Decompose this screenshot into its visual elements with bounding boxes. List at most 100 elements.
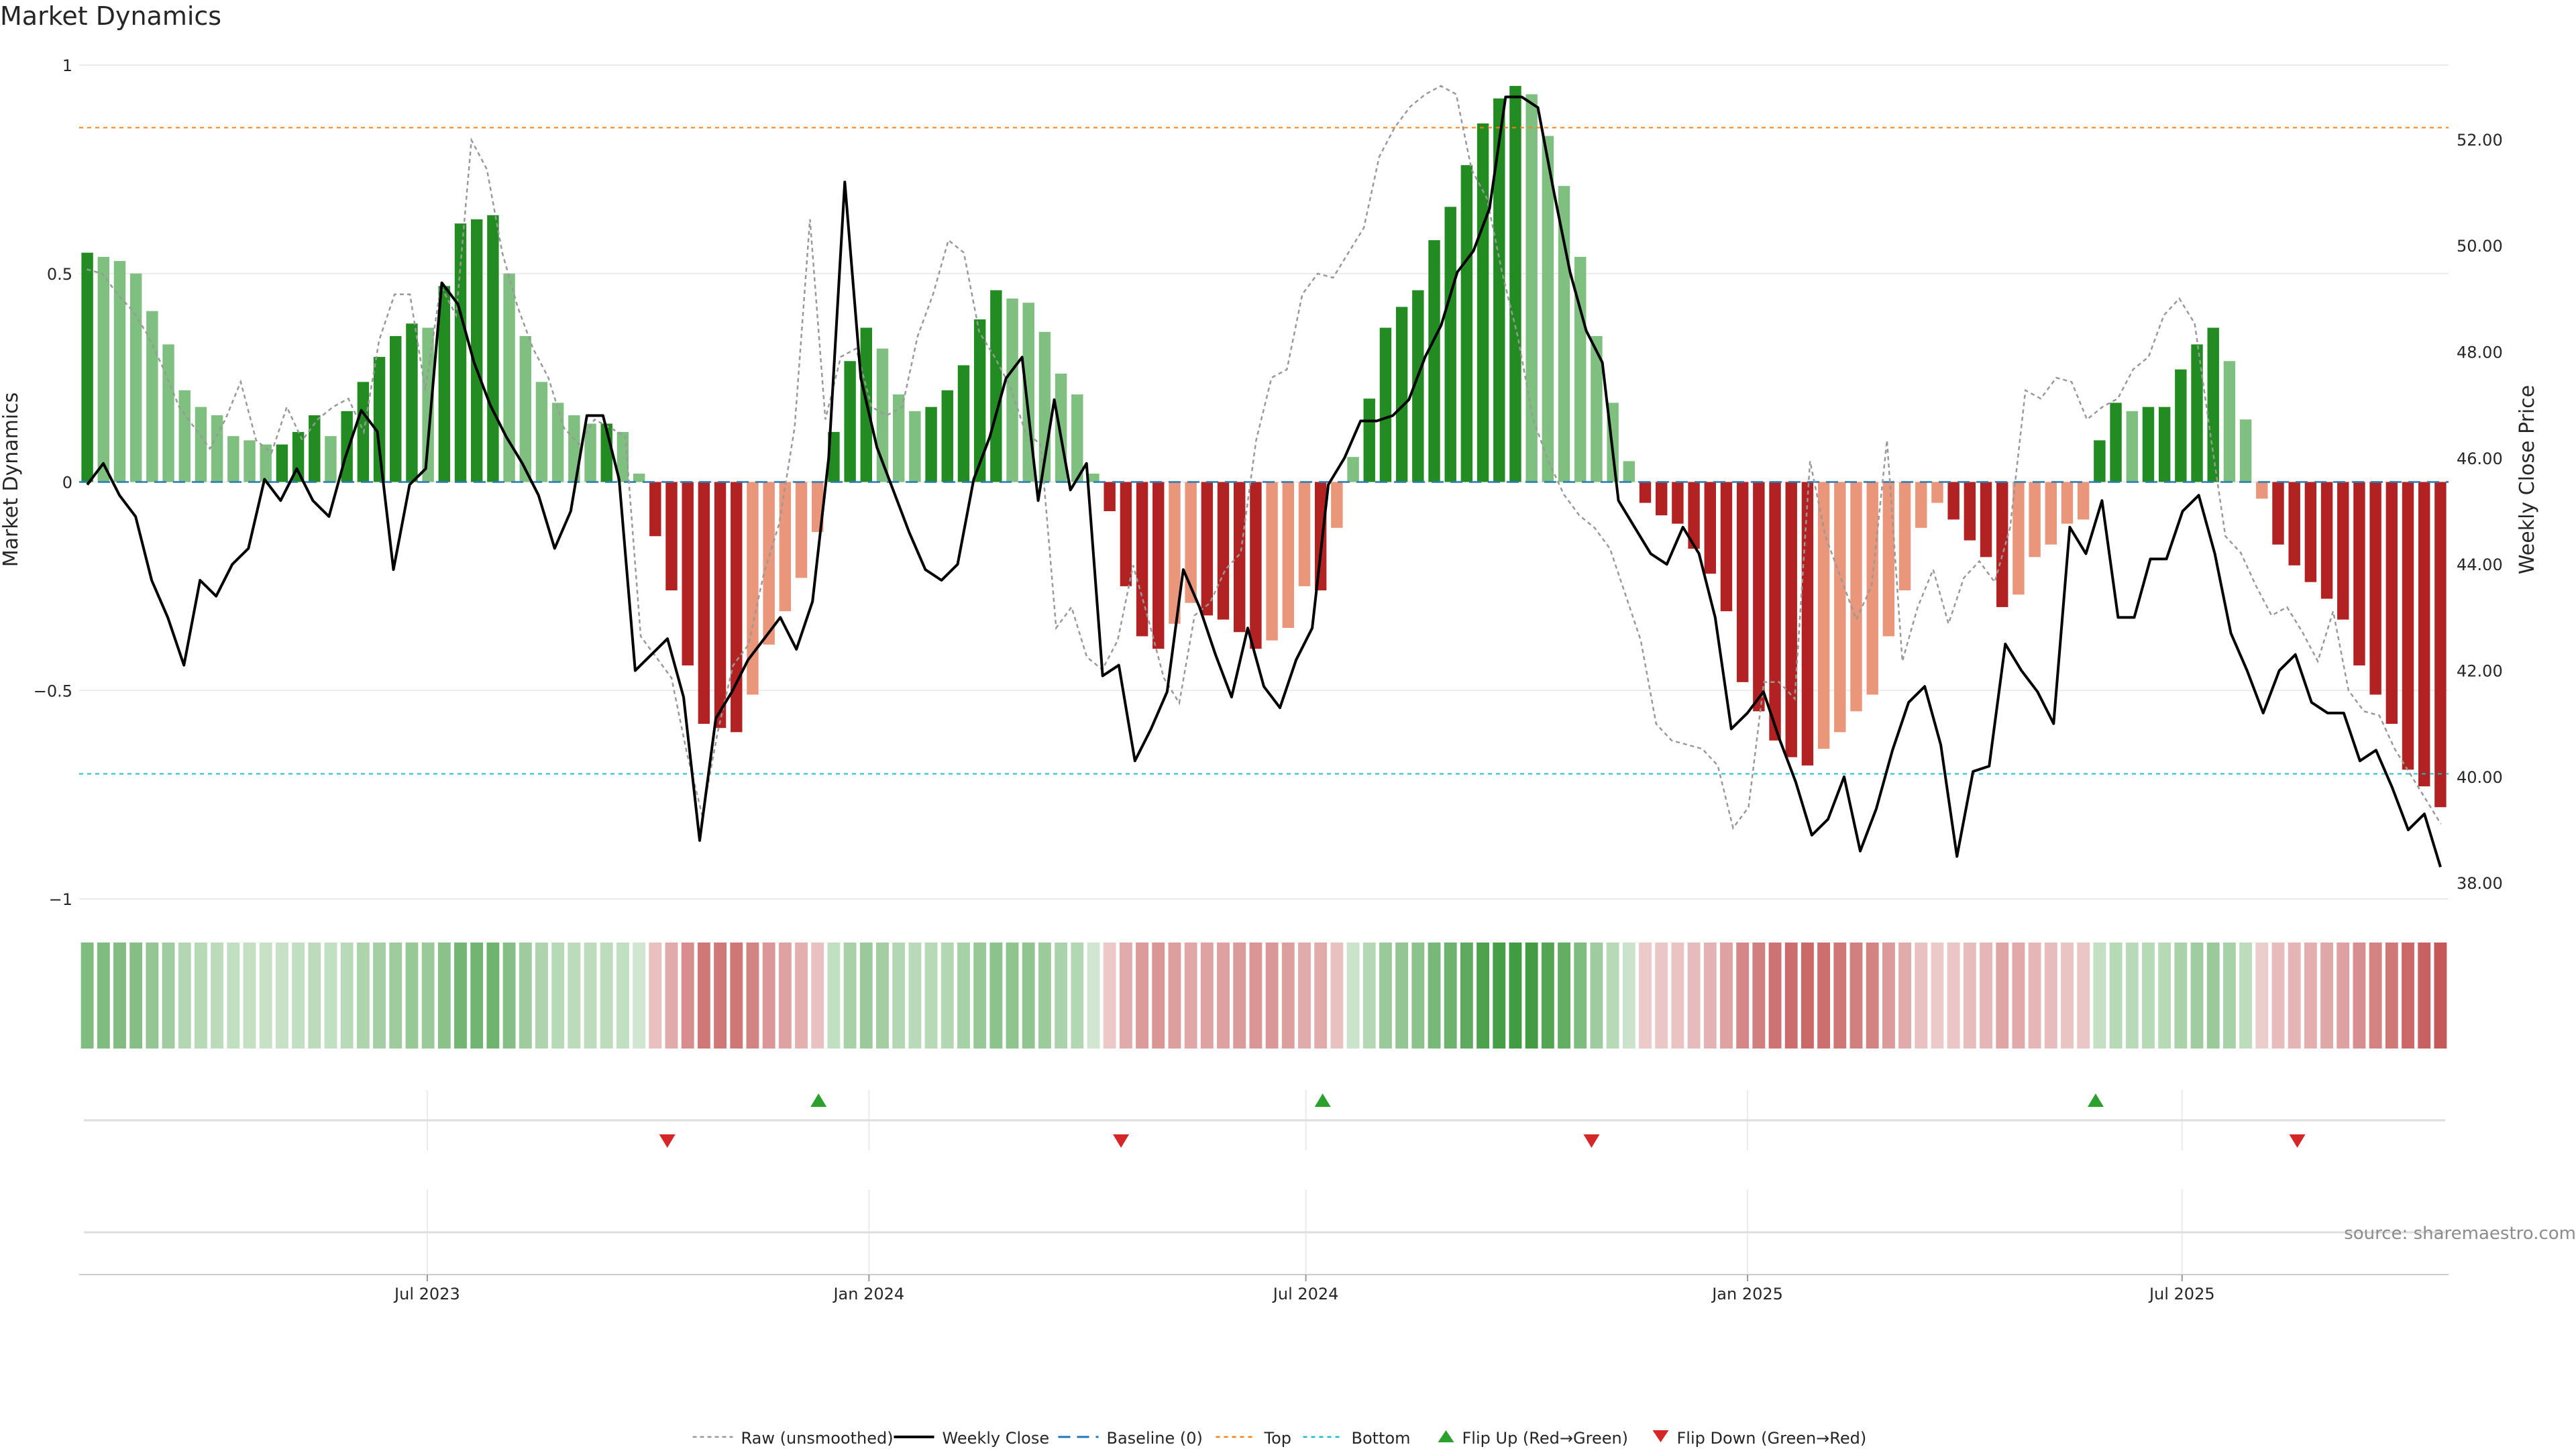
regime-cell [243,943,256,1049]
histogram-bar [1542,136,1554,482]
regime-cell [551,943,565,1049]
histogram-bar [1558,186,1570,482]
regime-cell [1947,943,1960,1049]
histogram-bar [146,311,158,482]
histogram-bar [1915,482,1927,528]
histogram-bar [1104,482,1116,512]
right-tick-label: 44.00 [2457,555,2503,574]
histogram-bar [2402,482,2414,770]
left-tick-label: 1 [62,56,72,75]
histogram-bar [731,482,743,733]
histogram-bar [925,407,937,482]
regime-cell [1233,943,1246,1049]
right-tick-label: 52.00 [2457,131,2503,150]
histogram-bar [178,390,191,482]
histogram-bar [973,319,986,482]
histogram-bar [633,474,645,482]
histogram-bar [227,436,239,482]
histogram-bar [1753,482,1765,712]
histogram-bar [438,286,451,482]
histogram-bar [1136,482,1148,637]
histogram-bar [1850,482,1862,712]
histogram-bar [2239,419,2252,482]
regime-cell [486,943,500,1049]
histogram-bar [1817,482,1830,749]
regime-cell [1477,943,1490,1049]
histogram-bar [2353,482,2365,665]
histogram-bar [1672,482,1684,524]
regime-cell [1379,943,1392,1049]
histogram-bar [1201,482,1214,616]
regime-cell [616,943,629,1049]
x-tick-label: Jul 2025 [2148,1285,2215,1303]
right-tick-label: 42.00 [2457,662,2503,681]
weekly-close-line [86,95,2442,868]
regime-cell [1817,943,1831,1049]
regime-cell [178,943,191,1049]
histogram-bar [1720,482,1733,612]
regime-cell [1217,943,1230,1049]
regime-cell [2222,943,2236,1049]
histogram-bar [1655,482,1668,516]
regime-cell [730,943,743,1049]
histogram-bar [2142,407,2155,482]
regime-cell [1558,943,1570,1049]
regime-cell [405,943,419,1049]
histogram-bar [2077,482,2090,520]
regime-cell [1362,943,1376,1049]
histogram-bar [487,215,499,482]
histogram-bar [1347,457,1359,482]
histogram-bar [1866,482,1878,695]
regime-cell [162,943,175,1049]
regime-cell [697,943,710,1049]
left-tick-label: 0 [62,474,72,492]
regime-cell [1119,943,1132,1049]
regime-cell [795,943,808,1049]
x-tick-label: Jul 2024 [1272,1285,1339,1303]
regime-cell [1898,943,1912,1049]
regime-cell [714,943,727,1049]
regime-cell [1784,943,1798,1049]
regime-cell [1055,943,1068,1049]
histogram-bar [990,290,1002,482]
regime-cell [97,943,110,1049]
histogram-bar [1444,207,1456,482]
regime-cell [1963,943,1976,1049]
histogram-bar [129,273,142,482]
histogram-bar [747,482,759,695]
regime-cell [340,943,354,1049]
legend-flip-up-swatch [1438,1430,1454,1442]
regime-cell [2304,943,2317,1049]
histogram-bar [2158,407,2171,482]
histogram-bar [2304,482,2317,582]
regime-cell [1022,943,1035,1049]
right-axis-ticks: 52.00 50.00 48.00 46.00 44.00 42.00 40.00 38.00 [2457,131,2503,893]
regime-cell [275,943,288,1049]
histogram-bar [1525,94,1538,482]
histogram-bar [1639,482,1652,503]
right-tick-label: 38.00 [2457,874,2503,893]
histogram-bar [1898,482,1911,591]
regime-cell [1703,943,1717,1049]
histogram-bar [2045,482,2057,545]
regime-cell [1882,943,1895,1049]
regime-cell [2385,943,2398,1049]
regime-cell [941,943,954,1049]
histogram-bar [551,402,564,482]
histogram-bar [519,335,531,482]
regime-cell [129,943,143,1049]
histogram-bar [1412,290,1424,482]
histogram-bar [1834,482,1846,733]
legend-entry-label: Baseline (0) [1107,1429,1203,1448]
left-axis-label: Market Dynamics [0,392,23,568]
regime-cell [2044,943,2057,1049]
histogram-bar [828,431,840,482]
histogram-bar [2191,344,2203,482]
histogram-bar [909,411,921,482]
histogram-bar [665,482,678,591]
regime-cell [80,943,94,1049]
histogram-bar [2320,482,2333,599]
regime-cell [876,943,889,1049]
regime-cell [1801,943,1814,1049]
regime-cell [113,943,126,1049]
